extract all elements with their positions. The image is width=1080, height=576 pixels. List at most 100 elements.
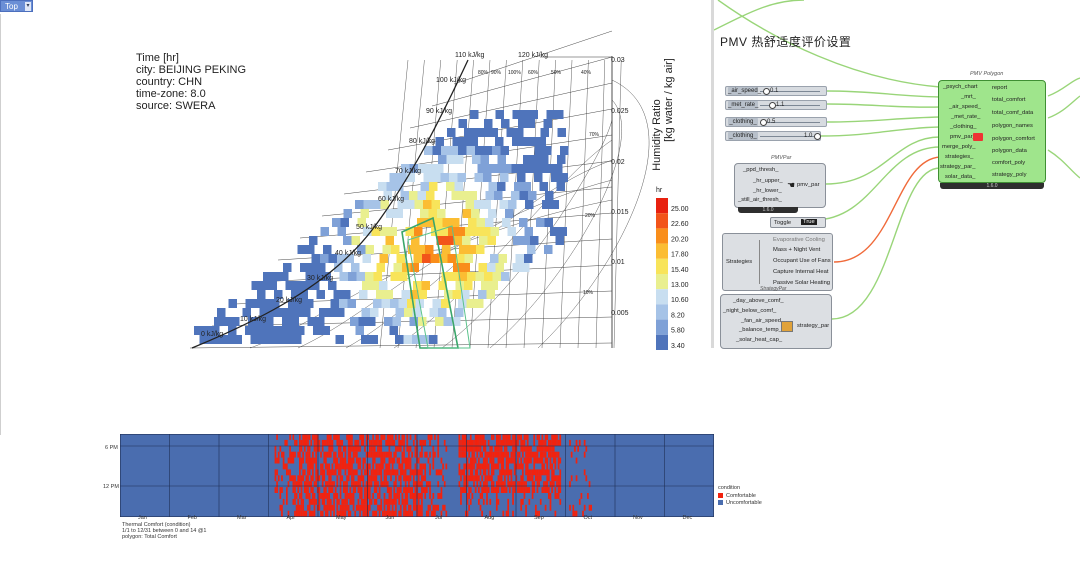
output-polygon-comfort[interactable]: polygon_comfort bbox=[992, 136, 1035, 142]
comfort-cell bbox=[391, 504, 394, 511]
psych-cell bbox=[305, 272, 314, 281]
psych-cell bbox=[531, 155, 540, 164]
met-rate-slider[interactable]: _met_rate_ 1.1 bbox=[725, 100, 827, 110]
comfort-cell bbox=[504, 439, 506, 446]
input-air-speed[interactable]: _air_speed_ bbox=[949, 104, 981, 110]
comfort-cell bbox=[461, 451, 464, 458]
comfort-cell bbox=[499, 481, 501, 488]
comfort-cell bbox=[347, 439, 350, 446]
input-ppd-thresh[interactable]: _ppd_thresh_ bbox=[743, 167, 779, 173]
input-met-rate[interactable]: _met_rate_ bbox=[951, 114, 981, 120]
psych-cell bbox=[322, 272, 331, 281]
input-hr-lower[interactable]: _hr_lower_ bbox=[753, 188, 782, 194]
input-mrt[interactable]: _mrt_ bbox=[961, 94, 976, 100]
input-clothing[interactable]: _clothing_ bbox=[950, 124, 977, 130]
comfort-cell bbox=[312, 510, 314, 517]
pmv-polygon-component[interactable]: _psych_chart _mrt_ _air_speed_ _met_rate… bbox=[938, 80, 1046, 183]
output-total-comfort[interactable]: total_comfort bbox=[992, 97, 1026, 103]
chevron-down-icon[interactable]: ▾ bbox=[25, 2, 31, 11]
comfort-cell bbox=[526, 469, 529, 476]
strategy-item[interactable]: Passive Solar Heating bbox=[773, 280, 831, 286]
comfort-cell bbox=[352, 481, 355, 488]
comfort-cell bbox=[331, 445, 334, 452]
comfort-cell bbox=[445, 463, 448, 470]
comfort-cell bbox=[364, 510, 366, 517]
comfort-cell bbox=[401, 434, 404, 440]
input-psych-chart[interactable]: _psych_chart bbox=[943, 84, 978, 90]
comfort-cell bbox=[378, 463, 381, 470]
psych-cell bbox=[495, 110, 504, 119]
psych-cell bbox=[410, 263, 419, 272]
output-pmv-par[interactable]: pmv_par bbox=[797, 182, 820, 188]
input-hr-upper[interactable]: _hr_upper_ bbox=[753, 178, 783, 184]
comfort-cell bbox=[528, 451, 531, 458]
psych-cell bbox=[458, 299, 467, 308]
comfort-cell bbox=[294, 451, 296, 458]
comfort-cell bbox=[551, 481, 553, 488]
comfort-cell bbox=[533, 481, 536, 488]
output-comfort-poly[interactable]: comfort_poly bbox=[992, 160, 1026, 166]
input-fan-air-speed[interactable]: _fan_air_speed_ bbox=[741, 318, 785, 324]
strategy-item[interactable]: Mass + Night Vent bbox=[773, 247, 821, 253]
input-still-air[interactable]: _still_air_thresh_ bbox=[738, 197, 782, 203]
output-total-comf-data[interactable]: total_comf_data bbox=[992, 110, 1034, 116]
air-speed-slider[interactable]: _air_speed_ 0.1 bbox=[725, 86, 827, 96]
comfort-cell bbox=[419, 469, 422, 476]
slider-knob[interactable] bbox=[760, 119, 767, 126]
comfort-cell bbox=[403, 439, 405, 446]
comfort-cell bbox=[373, 475, 376, 482]
strategies-list[interactable]: Strategies Evaporative Cooling Mass + Ni… bbox=[722, 233, 833, 291]
slider-knob[interactable] bbox=[769, 102, 776, 109]
comfort-cell bbox=[398, 475, 400, 482]
input-day-above[interactable]: _day_above_comf_ bbox=[733, 298, 784, 304]
strategy-item[interactable]: Occupant Use of Fans bbox=[773, 258, 831, 264]
comfort-cell bbox=[549, 493, 552, 499]
clothing-slider[interactable]: _clothing_ 0.5 bbox=[725, 117, 827, 127]
slider-knob[interactable] bbox=[814, 133, 821, 140]
viewport-top-button[interactable]: Top ▾ bbox=[0, 0, 33, 12]
comfort-cell bbox=[344, 504, 347, 511]
comfort-cell bbox=[474, 434, 477, 440]
enthalpy-label: 10 kJ/kg bbox=[240, 316, 266, 323]
strategy-item[interactable]: Capture Internal Heat bbox=[773, 269, 829, 275]
psych-cell bbox=[459, 245, 468, 254]
pmv-par-component[interactable]: _ppd_thresh_ _hr_upper_ _hr_lower_ _stil… bbox=[734, 163, 826, 208]
input-night-below[interactable]: _night_below_comf_ bbox=[723, 308, 777, 314]
comfort-cell bbox=[507, 439, 510, 446]
enthalpy-label: 0 kJ/kg bbox=[201, 331, 223, 338]
comfort-cell bbox=[290, 451, 293, 458]
strategy-par-component[interactable]: _day_above_comf_ _night_below_comf_ _fan… bbox=[720, 294, 832, 349]
comfort-cell bbox=[458, 469, 461, 476]
input-balance-temp[interactable]: _balance_temp_ bbox=[739, 327, 782, 333]
input-solar-data[interactable]: solar_data_ bbox=[945, 174, 976, 180]
output-strategy-poly[interactable]: strategy_poly bbox=[992, 172, 1027, 178]
comfort-cell bbox=[492, 451, 495, 458]
comfort-cell bbox=[507, 434, 510, 440]
comfort-cell bbox=[521, 498, 524, 505]
comfort-cell bbox=[320, 510, 322, 517]
input-merge-poly[interactable]: merge_poly_ bbox=[942, 144, 976, 150]
input-pmv-par[interactable]: pmv_par_ bbox=[950, 134, 976, 140]
comfort-cell bbox=[375, 434, 378, 440]
output-polygon-names[interactable]: polygon_names bbox=[992, 123, 1033, 129]
output-polygon-data[interactable]: polygon_data bbox=[992, 148, 1027, 154]
output-strategy-par[interactable]: strategy_par bbox=[797, 323, 830, 329]
comfort-cell bbox=[526, 451, 529, 458]
input-strategies[interactable]: strategies_ bbox=[945, 154, 974, 160]
output-report[interactable]: report bbox=[992, 85, 1008, 91]
toggle-value[interactable]: True bbox=[801, 219, 817, 225]
comfort-cell bbox=[346, 481, 348, 488]
input-strategy-par[interactable]: strategy_par_ bbox=[940, 164, 976, 170]
comfort-cell bbox=[473, 451, 475, 458]
clothing-slider-2[interactable]: _clothing_ 1.0 bbox=[725, 131, 821, 141]
comfort-cell bbox=[525, 510, 527, 517]
comfort-cell bbox=[318, 439, 321, 446]
comfort-cell bbox=[489, 498, 492, 505]
input-solar-heat-cap[interactable]: _solar_heat_cap_ bbox=[736, 337, 783, 343]
strategy-item[interactable]: Evaporative Cooling bbox=[773, 237, 825, 243]
comfort-cell bbox=[292, 498, 295, 505]
comfort-cell bbox=[393, 510, 396, 517]
slider-knob[interactable] bbox=[763, 88, 770, 95]
boolean-toggle[interactable]: Toggle True bbox=[770, 217, 826, 228]
psych-cell bbox=[418, 290, 427, 299]
